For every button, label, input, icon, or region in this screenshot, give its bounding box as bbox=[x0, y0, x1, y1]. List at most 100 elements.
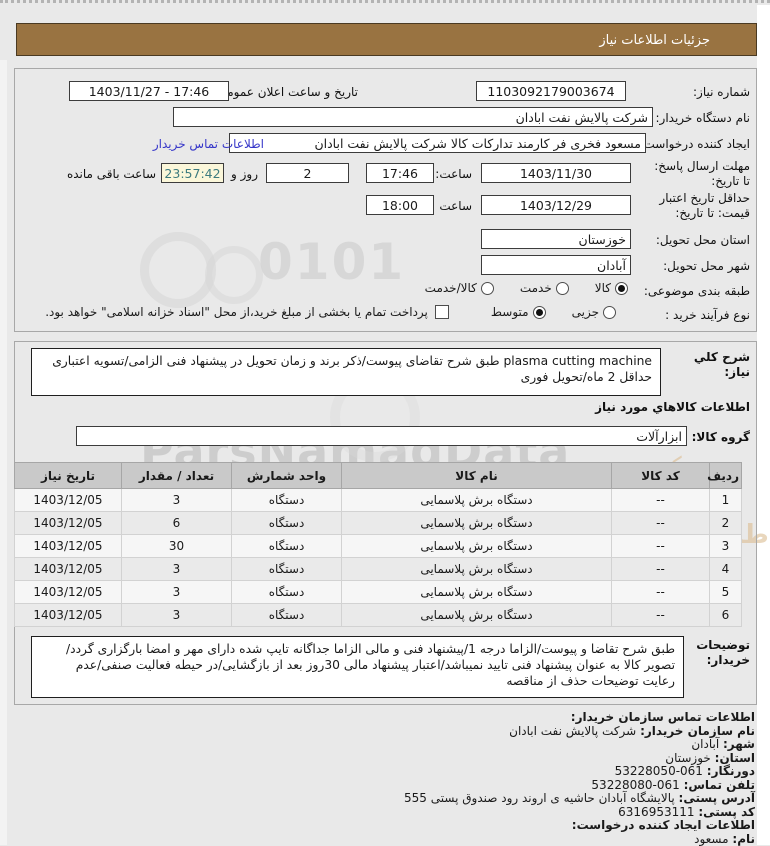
postal-address: پالایشگاه آبادان حاشیه ی اروند رود صندوق… bbox=[404, 791, 675, 805]
contact-line: شهر: آبادان bbox=[15, 738, 755, 752]
goods-groupbox: شرح کلي نیاز: plasma cutting machine طبق… bbox=[14, 341, 757, 705]
purchase-process-radiogroup: جزیی متوسط پرداخت تمام یا بخشی از مبلغ خ… bbox=[45, 305, 616, 319]
buyer-contact-link[interactable]: اطلاعات تماس خریدار bbox=[153, 137, 264, 151]
radio-service[interactable] bbox=[556, 282, 569, 295]
price-validity-date-field[interactable]: 1403/12/29 bbox=[481, 195, 631, 215]
page-title-bar: جزئیات اطلاعات نیاز bbox=[16, 23, 757, 56]
reply-deadline-label: مهلت ارسال پاسخ: تا تاریخ: bbox=[650, 159, 750, 189]
cell-row: 1 bbox=[710, 489, 742, 512]
right-page-margin bbox=[757, 5, 770, 845]
goods-group-field[interactable]: ابزارآلات bbox=[76, 426, 687, 446]
price-validity-label: حداقل تاریخ اعتبار قیمت: تا تاریخ: bbox=[645, 191, 750, 221]
contact-label: کد پستی: bbox=[698, 805, 755, 819]
radio-medium[interactable] bbox=[533, 306, 546, 319]
creator-name-label: نام: bbox=[732, 832, 755, 846]
countdown-timer: 23:57:42 bbox=[161, 163, 224, 183]
cell-code: -- bbox=[612, 558, 710, 581]
deadline-hour-label: ساعت: bbox=[435, 167, 472, 181]
cell-date: 1403/12/05 bbox=[15, 512, 122, 535]
cell-qty: 3 bbox=[122, 489, 232, 512]
radio-minor[interactable] bbox=[603, 306, 616, 319]
need-summary-field[interactable]: plasma cutting machine طبق شرح تقاضای پی… bbox=[31, 348, 661, 396]
cell-date: 1403/12/05 bbox=[15, 581, 122, 604]
cell-name: دستگاه برش پلاسمایی bbox=[342, 604, 612, 627]
buyer-notes-field[interactable]: طبق شرح تقاضا و پیوست/الزاما درجه 1/پیشن… bbox=[31, 636, 684, 698]
request-creator-field[interactable]: مسعود فخری فر کارمند تدارکات کالا شرکت پ… bbox=[229, 133, 646, 153]
contact-label: شهر: bbox=[723, 737, 755, 751]
contact-line: آدرس پستی: پالایشگاه آبادان حاشیه ی ارون… bbox=[15, 792, 755, 806]
validity-hour-label: ساعت bbox=[439, 199, 472, 213]
contact-label: تلفن تماس: bbox=[684, 778, 755, 792]
cell-qty: 3 bbox=[122, 558, 232, 581]
col-item-name: نام کالا bbox=[342, 463, 612, 489]
postal-code: 6316953111 bbox=[618, 805, 694, 819]
contact-value: خوزستان bbox=[665, 751, 711, 765]
contact-line: استان: خوزستان bbox=[15, 752, 755, 766]
radio-goods[interactable] bbox=[615, 282, 628, 295]
contact-line: دورنگار: 53228050-061 bbox=[15, 765, 755, 779]
cell-code: -- bbox=[612, 535, 710, 558]
price-validity-time-field[interactable]: 18:00 bbox=[366, 195, 434, 215]
announce-datetime-label: تاریخ و ساعت اعلان عمومی: bbox=[213, 85, 358, 99]
cell-name: دستگاه برش پلاسمایی bbox=[342, 512, 612, 535]
need-number-field[interactable]: 1103092179003674 bbox=[476, 81, 626, 101]
radio-medium-label: متوسط bbox=[491, 305, 529, 319]
cell-row: 4 bbox=[710, 558, 742, 581]
goods-group-label: گروه کالا: bbox=[692, 430, 750, 444]
reply-deadline-time-field[interactable]: 17:46 bbox=[366, 163, 434, 183]
treasury-checkbox[interactable] bbox=[435, 305, 449, 319]
cell-row: 2 bbox=[710, 512, 742, 535]
contact-section-title: اطلاعات تماس سازمان خریدار: bbox=[571, 710, 755, 724]
col-quantity: تعداد / مقدار bbox=[122, 463, 232, 489]
radio-minor-label: جزیی bbox=[572, 305, 599, 319]
buyer-org-field[interactable]: شرکت پالایش نفت ابادان bbox=[173, 107, 653, 127]
cell-unit: دستگاه bbox=[232, 604, 342, 627]
cell-qty: 6 bbox=[122, 512, 232, 535]
cell-name: دستگاه برش پلاسمایی bbox=[342, 489, 612, 512]
reply-deadline-date-field[interactable]: 1403/11/30 bbox=[481, 163, 631, 183]
announce-datetime-field[interactable]: 1403/11/27 - 17:46 bbox=[69, 81, 229, 101]
fax-number: 53228050-061 bbox=[615, 764, 703, 778]
col-unit: واحد شمارش bbox=[232, 463, 342, 489]
goods-table-header-row: ردیف کد کالا نام کالا واحد شمارش تعداد /… bbox=[15, 463, 742, 489]
radio-goods-service-label: کالا/خدمت bbox=[425, 281, 477, 295]
delivery-city-label: شهر محل تحویل: bbox=[663, 259, 750, 273]
subject-category-label: طبقه بندی موضوعی: bbox=[644, 284, 750, 298]
cell-unit: دستگاه bbox=[232, 489, 342, 512]
cell-date: 1403/12/05 bbox=[15, 558, 122, 581]
table-row: 2 -- دستگاه برش پلاسمایی دستگاه 6 1403/1… bbox=[15, 512, 742, 535]
table-row: 6 -- دستگاه برش پلاسمایی دستگاه 3 1403/1… bbox=[15, 604, 742, 627]
need-info-groupbox: شماره نیاز: 1103092179003674 تاریخ و ساع… bbox=[14, 68, 757, 332]
radio-goods-service[interactable] bbox=[481, 282, 494, 295]
contact-line: نام: مسعود bbox=[15, 833, 755, 846]
cell-name: دستگاه برش پلاسمایی bbox=[342, 581, 612, 604]
delivery-city-field[interactable]: آبادان bbox=[481, 255, 631, 275]
page-title: جزئیات اطلاعات نیاز bbox=[599, 33, 710, 48]
contact-value: شرکت پالایش نفت ابادان bbox=[509, 724, 636, 738]
contact-value: آبادان bbox=[691, 737, 719, 751]
need-summary-label: شرح کلي نیاز: bbox=[680, 350, 750, 380]
col-item-code: کد کالا bbox=[612, 463, 710, 489]
buyer-contact-section: اطلاعات تماس سازمان خریدار: نام سازمان خ… bbox=[15, 711, 755, 846]
col-row-number: ردیف bbox=[710, 463, 742, 489]
delivery-province-field[interactable]: خوزستان bbox=[481, 229, 631, 249]
cell-unit: دستگاه bbox=[232, 558, 342, 581]
days-and-label: روز و bbox=[231, 167, 258, 181]
purchase-process-label: نوع فرآیند خرید : bbox=[665, 308, 750, 322]
cell-qty: 3 bbox=[122, 581, 232, 604]
cell-name: دستگاه برش پلاسمایی bbox=[342, 535, 612, 558]
radio-service-label: خدمت bbox=[520, 281, 552, 295]
hours-remaining-label: ساعت باقی مانده bbox=[67, 167, 156, 181]
contact-line: نام سازمان خریدار: شرکت پالایش نفت ابادا… bbox=[15, 725, 755, 739]
cell-unit: دستگاه bbox=[232, 581, 342, 604]
cell-row: 5 bbox=[710, 581, 742, 604]
days-remaining-field: 2 bbox=[266, 163, 349, 183]
contact-label: نام سازمان خریدار: bbox=[640, 724, 755, 738]
subject-category-radiogroup: کالا خدمت کالا/خدمت bbox=[425, 281, 628, 295]
contact-label: استان: bbox=[715, 751, 755, 765]
cell-qty: 30 bbox=[122, 535, 232, 558]
cell-name: دستگاه برش پلاسمایی bbox=[342, 558, 612, 581]
table-row: 4 -- دستگاه برش پلاسمایی دستگاه 3 1403/1… bbox=[15, 558, 742, 581]
radio-goods-label: کالا bbox=[595, 281, 611, 295]
